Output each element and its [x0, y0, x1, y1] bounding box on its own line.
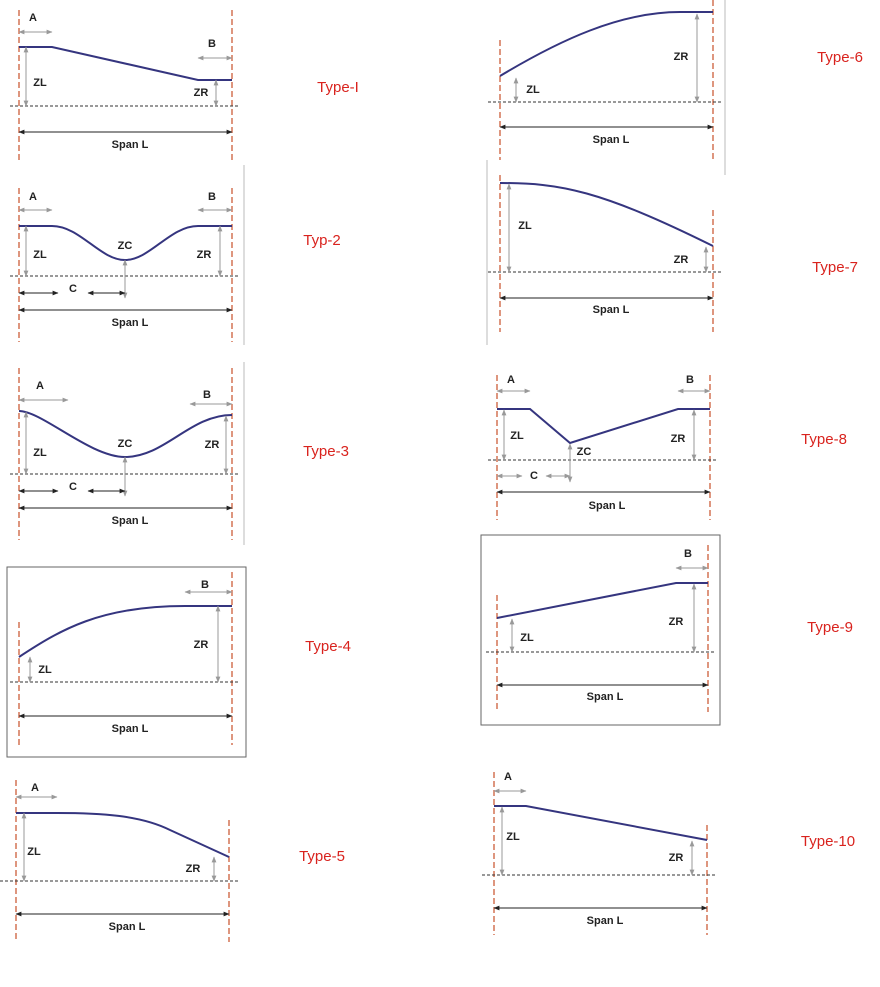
- dim-label: ZL: [27, 846, 41, 858]
- panel: B ZL ZR Span L Type-9: [480, 534, 853, 726]
- span-label: Span L: [109, 921, 146, 933]
- dim-label: B: [208, 38, 216, 50]
- type-label: Typ-2: [303, 232, 341, 249]
- dim-label: ZL: [520, 632, 534, 644]
- dim-label: B: [208, 191, 216, 203]
- dim-label: A: [29, 191, 37, 203]
- panel: A B ZL ZC ZR C Span L Typ-2: [10, 165, 341, 345]
- frame: [480, 534, 721, 726]
- dim-label: ZR: [669, 852, 684, 864]
- panel: A B ZL ZC ZR C Span L Type-3: [10, 362, 349, 545]
- dim-label: A: [31, 782, 39, 794]
- profile-line: [496, 582, 708, 619]
- panel: A ZL ZR Span L Type-10: [482, 771, 855, 935]
- dim-label: ZR: [194, 639, 209, 651]
- dim-label: ZL: [518, 220, 532, 232]
- profile-line: [497, 408, 710, 445]
- panel: ZL ZR Span L Type-6: [488, 0, 863, 175]
- dim-label: B: [686, 374, 694, 386]
- panel: A B ZL ZR Span L Type-I: [10, 10, 359, 160]
- span-label: Span L: [112, 723, 149, 735]
- type-label: Type-3: [303, 443, 349, 460]
- panel: A ZL ZR Span L Type-5: [0, 780, 345, 942]
- span-label: Span L: [112, 139, 149, 151]
- dim-label: ZR: [186, 863, 201, 875]
- frame: [6, 566, 247, 758]
- dim-label: ZL: [33, 249, 47, 261]
- dim-label: ZR: [197, 249, 212, 261]
- dim-label: C: [69, 481, 77, 493]
- panel: ZL ZR Span L Type-7: [486, 160, 858, 345]
- dim-label: ZC: [118, 438, 133, 450]
- span-label: Span L: [587, 691, 624, 703]
- span-label: Span L: [112, 317, 149, 329]
- dim-label: ZR: [669, 616, 684, 628]
- dim-label: ZL: [506, 831, 520, 843]
- type-label: Type-4: [305, 638, 351, 655]
- profile-line: [19, 46, 232, 81]
- dim-label: ZL: [38, 664, 52, 676]
- panel: B ZL ZR Span L Type-4: [6, 566, 351, 758]
- dim-label: ZR: [194, 87, 209, 99]
- dim-label: ZL: [526, 84, 540, 96]
- dim-label: ZR: [671, 433, 686, 445]
- dim-label: ZR: [205, 439, 220, 451]
- type-label: Type-5: [299, 848, 345, 865]
- dim-label: ZR: [674, 254, 689, 266]
- type-label: Type-9: [807, 619, 853, 636]
- span-label: Span L: [112, 515, 149, 527]
- span-label: Span L: [589, 500, 626, 512]
- type-label: Type-I: [317, 79, 359, 96]
- dim-label: A: [504, 771, 512, 783]
- profile-line: [18, 410, 233, 459]
- type-label: Type-10: [801, 833, 855, 850]
- profile-line: [16, 812, 230, 858]
- profile-line: [18, 605, 232, 658]
- profile-line: [499, 11, 713, 77]
- type-label: Type-7: [812, 259, 858, 276]
- dim-label: A: [36, 380, 44, 392]
- dim-label: ZR: [674, 51, 689, 63]
- dim-label: A: [29, 12, 37, 24]
- dim-label: A: [507, 374, 515, 386]
- profile-line: [494, 805, 708, 841]
- span-label: Span L: [593, 134, 630, 146]
- span-label: Span L: [587, 915, 624, 927]
- dim-label: ZL: [510, 430, 524, 442]
- panel: A B ZL ZC ZR C Span L Type-8: [488, 374, 847, 520]
- dim-label: B: [203, 389, 211, 401]
- dim-label: C: [69, 283, 77, 295]
- span-label: Span L: [593, 304, 630, 316]
- dim-label: ZL: [33, 447, 47, 459]
- profile-line: [499, 182, 714, 247]
- dim-label: ZC: [118, 240, 133, 252]
- type-label: Type-6: [817, 49, 863, 66]
- dim-label: B: [684, 548, 692, 560]
- type-label: Type-8: [801, 431, 847, 448]
- dim-label: ZC: [577, 446, 592, 458]
- dim-label: C: [530, 470, 538, 482]
- dim-label: ZL: [33, 77, 47, 89]
- dim-label: B: [201, 579, 209, 591]
